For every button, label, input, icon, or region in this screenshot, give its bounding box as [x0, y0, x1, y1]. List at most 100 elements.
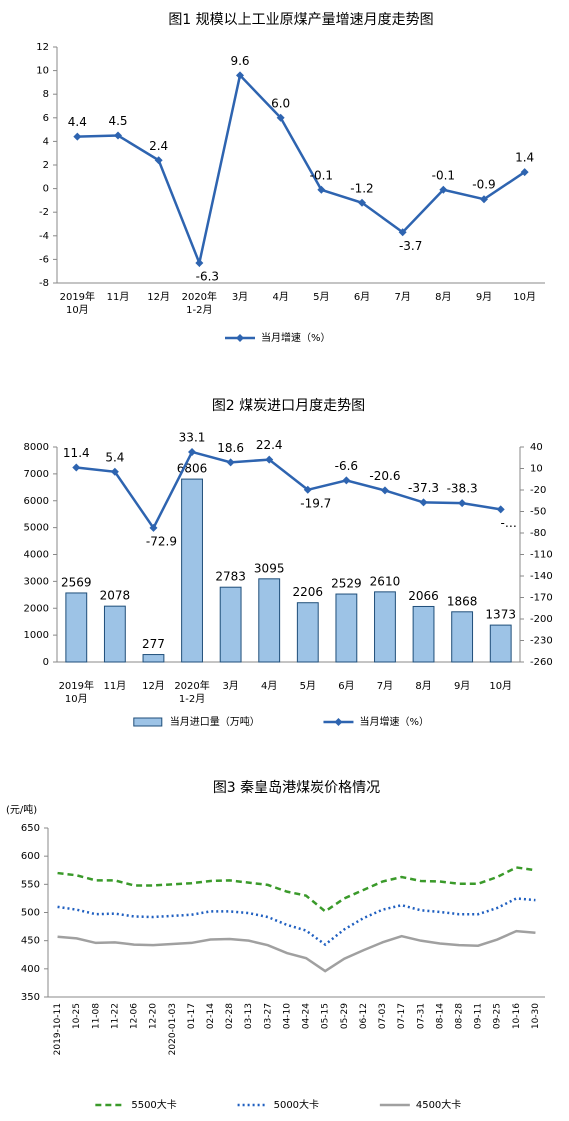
data-label: 3095: [254, 561, 285, 575]
chart-title: 图1 规模以上工业原煤产量增速月度走势图: [168, 12, 433, 28]
data-label: 2.4: [149, 139, 168, 153]
line: [76, 450, 501, 531]
data-label: -1.2: [350, 181, 373, 195]
y2-tick-label: -80: [530, 528, 546, 539]
data-label: 2206: [293, 585, 324, 599]
y-tick-label: -8: [39, 278, 49, 289]
data-label: 277: [142, 637, 165, 651]
y2-tick-label: -200: [530, 614, 553, 625]
x-tick-label: 7月: [394, 291, 410, 303]
y-tick-label: 7000: [24, 469, 49, 480]
data-label: -72.9: [146, 534, 177, 548]
data-label: -6.6: [335, 459, 358, 473]
y2-tick-label: -260: [530, 657, 553, 668]
data-label: 33.1: [179, 430, 206, 444]
marker: [195, 258, 204, 267]
y-tick-label: 5000: [24, 523, 49, 534]
y-tick-label: -6: [39, 254, 49, 265]
marker: [154, 156, 163, 165]
marker: [358, 198, 366, 207]
y2-tick-label: -110: [530, 550, 553, 561]
x-tick-label: 6月: [354, 291, 370, 303]
data-label: 2783: [215, 570, 246, 584]
y-tick-label: 8000: [24, 442, 49, 453]
bar: [258, 578, 281, 663]
data-label: 9.6: [230, 54, 249, 68]
data-label: -38.3: [447, 482, 478, 496]
data-label: -0.1: [310, 168, 333, 182]
x-tick-label: 4月: [272, 291, 288, 303]
marker: [520, 168, 529, 177]
x-tick-label: 4月: [261, 680, 277, 692]
x-tick-label: 8月: [415, 680, 431, 692]
y-tick-label: -2: [39, 207, 49, 218]
legend-label: 当月增速（%）: [359, 715, 429, 728]
marker: [419, 498, 428, 507]
data-label: -20.6: [369, 469, 400, 483]
legend-label: 5000大卡: [274, 1098, 319, 1111]
bar: [65, 592, 88, 663]
y-tick-label: 0: [43, 657, 49, 668]
x-tick-label: 07-03: [378, 1003, 388, 1029]
x-tick-label: 05-29: [340, 1003, 350, 1029]
legend-swatch: [133, 717, 163, 727]
x-tick-label: 8月: [435, 291, 451, 303]
x-tick-label: 06-12: [359, 1003, 369, 1029]
legend-label: 当月增速（%）: [261, 331, 331, 344]
marker: [149, 523, 158, 532]
marker: [72, 463, 81, 472]
x-tick-label: 7月: [377, 680, 393, 692]
line: [77, 72, 526, 268]
data-label: 2529: [331, 577, 362, 591]
y2-tick-label: 10: [530, 464, 543, 475]
y-tick-label: 650: [21, 823, 40, 834]
x-tick-label: 11-08: [91, 1003, 101, 1029]
legend-label: 5500大卡: [131, 1098, 176, 1111]
x-tick-label: 10月: [513, 291, 536, 303]
marker: [496, 505, 505, 514]
data-label: 11.4: [63, 446, 90, 460]
x-tick-label: 04-24: [302, 1003, 312, 1029]
marker: [342, 476, 351, 485]
x-tick-label: 2019年 10月: [59, 679, 94, 705]
y-tick-label: 6: [43, 113, 49, 124]
y-tick-label: 450: [21, 936, 40, 947]
x-tick-label: 04-10: [282, 1003, 292, 1029]
bar: [103, 605, 126, 663]
marker: [73, 132, 82, 141]
x-tick-label: 10-30: [531, 1003, 541, 1029]
data-label: -19.7: [300, 496, 331, 510]
data-label: -37.3: [408, 481, 439, 495]
x-tick-label: 09-11: [474, 1003, 484, 1029]
y-tick-label: 6000: [24, 496, 49, 507]
x-tick-label: 11月: [104, 680, 127, 692]
bar: [296, 602, 319, 663]
y-tick-label: 2: [43, 160, 49, 171]
y-tick-label: 550: [21, 879, 40, 890]
y2-tick-label: 40: [530, 442, 543, 453]
y-tick-label: 8: [43, 89, 49, 100]
bar: [335, 593, 358, 663]
legend-label: 4500大卡: [416, 1098, 461, 1111]
x-tick-label: 2019-10-11: [53, 1003, 63, 1055]
marker: [439, 185, 448, 194]
marker: [303, 485, 312, 494]
y-tick-label: 500: [21, 908, 40, 919]
y-tick-label: 12: [36, 42, 49, 53]
x-tick-label: 11月: [107, 291, 130, 303]
x-tick-label: 2020-01-03: [168, 1003, 178, 1055]
x-tick-label: 01-17: [187, 1003, 197, 1029]
marker: [236, 71, 244, 80]
data-label: 2066: [408, 589, 439, 603]
data-label: -0.1: [432, 168, 455, 182]
bar: [142, 654, 165, 663]
chart-title: 图2 煤炭进口月度走势图: [212, 398, 365, 414]
data-label: 1.4: [515, 151, 534, 165]
y2-tick-label: -140: [530, 571, 553, 582]
line: [57, 897, 536, 947]
y-tick-label: 3000: [24, 576, 49, 587]
y-tick-label: 4000: [24, 550, 49, 561]
y2-tick-label: -170: [530, 593, 553, 604]
x-tick-label: 10-16: [512, 1003, 522, 1029]
marker: [276, 113, 285, 122]
